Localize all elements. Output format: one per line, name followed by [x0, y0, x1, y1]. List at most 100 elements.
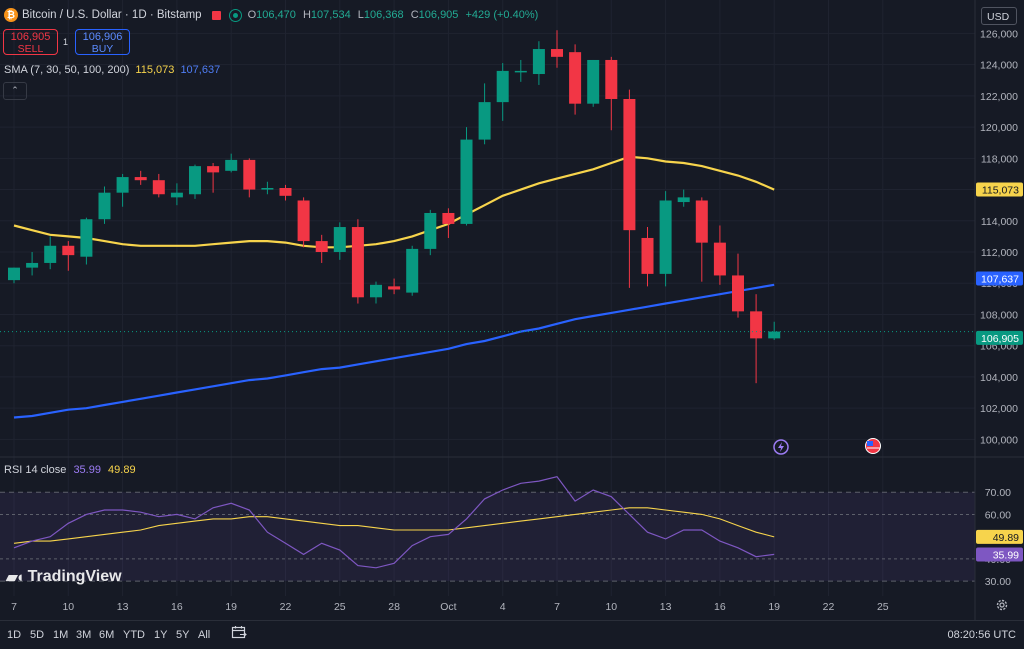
- candle: [713, 225, 726, 285]
- candle: [80, 217, 93, 265]
- rsi-ma-value: 49.89: [108, 464, 136, 476]
- sma-legend[interactable]: SMA (7, 30, 50, 100, 200) 115,073 107,63…: [4, 64, 220, 76]
- rsi-axis-label: 70.00: [985, 487, 1011, 499]
- candle: [315, 234, 328, 263]
- rsi-label: RSI 14 close: [4, 464, 67, 476]
- sell-label: SELL: [17, 43, 44, 55]
- candle-body: [243, 159, 256, 190]
- time-axis-label: 10: [62, 601, 74, 613]
- candle-body: [189, 166, 201, 195]
- candle-body: [460, 139, 473, 224]
- time-axis-label: 16: [714, 601, 726, 613]
- rsi-value: 35.99: [73, 464, 101, 476]
- candle: [333, 222, 346, 260]
- range-1d[interactable]: 1D: [7, 629, 22, 641]
- close-value: 106,905: [418, 9, 459, 21]
- price-axis-label: 102,000: [980, 403, 1018, 415]
- sma-fast-badge-bg: [976, 182, 1023, 197]
- time-axis-label: 25: [877, 601, 889, 613]
- low-value: 106,368: [363, 9, 404, 21]
- time-axis-label: 22: [823, 601, 835, 613]
- time-axis-label: 7: [554, 601, 560, 613]
- candle-body: [80, 219, 93, 257]
- candle: [261, 181, 274, 195]
- candle: [351, 219, 364, 304]
- candle: [207, 163, 220, 193]
- price-axis-label: 124,000: [980, 60, 1018, 72]
- rsi-axis-label: 60.00: [985, 509, 1011, 521]
- candle: [587, 59, 600, 107]
- candle: [641, 227, 654, 287]
- candle: [370, 281, 382, 304]
- bitcoin-icon: ₿: [4, 8, 18, 22]
- candle: [243, 158, 256, 198]
- sma-slow-line: [13, 283, 775, 419]
- calendar-goto-date-icon[interactable]: [231, 625, 247, 639]
- tradingview-logo[interactable]: ▰◖ TradingView: [6, 568, 122, 586]
- candle: [134, 170, 147, 185]
- price-axis-label: 120,000: [980, 122, 1018, 134]
- rsi-ma-line: [13, 507, 775, 544]
- range-1y[interactable]: 1Y: [154, 629, 168, 641]
- candle-body: [297, 200, 310, 242]
- buy-button[interactable]: 106,906 BUY: [75, 29, 130, 55]
- candle: [768, 321, 781, 340]
- bottom-toolbar: 1D 5D 1M 3M 6M YTD 1Y 5Y All 08:20:56 UT…: [0, 620, 1024, 649]
- range-5y[interactable]: 5Y: [176, 629, 190, 641]
- time-axis-label: 13: [660, 601, 672, 613]
- range-all[interactable]: All: [198, 629, 211, 641]
- candle-body: [406, 248, 419, 293]
- symbol-title[interactable]: Bitcoin / U.S. Dollar · 1D · Bitstamp: [22, 9, 202, 21]
- us-flag-event-icon: [865, 438, 881, 454]
- utc-clock[interactable]: 08:20:56 UTC: [947, 629, 1016, 641]
- candle: [532, 41, 545, 85]
- market-open-icon: [228, 8, 242, 22]
- candle-body: [315, 241, 328, 253]
- currency-selector[interactable]: USD: [981, 7, 1017, 25]
- candle-body: [351, 227, 364, 298]
- price-axis-label: 114,000: [981, 216, 1018, 228]
- range-ytd[interactable]: YTD: [123, 629, 145, 641]
- candle-body: [713, 242, 726, 276]
- candle-body: [279, 188, 292, 196]
- rsi-legend[interactable]: RSI 14 close 35.99 49.89: [4, 464, 136, 476]
- time-axis-label: 19: [768, 601, 780, 613]
- candle-body: [532, 49, 545, 75]
- range-5d[interactable]: 5D: [30, 629, 45, 641]
- range-1m[interactable]: 1M: [53, 629, 69, 641]
- range-3m[interactable]: 3M: [76, 629, 92, 641]
- sell-button[interactable]: 106,905 SELL: [3, 29, 58, 55]
- rsi-badge-bg: [976, 547, 1023, 562]
- candle: [623, 89, 636, 288]
- sell-price: 106,905: [10, 31, 51, 43]
- candle-body: [677, 197, 690, 203]
- candle: [297, 197, 310, 248]
- candle-body: [8, 267, 20, 281]
- candle-body: [514, 70, 527, 73]
- candle-body: [659, 200, 672, 274]
- candle-body: [26, 262, 39, 268]
- candle: [677, 189, 690, 207]
- candle: [659, 191, 672, 287]
- time-axis-label: 13: [117, 601, 129, 613]
- brand-name: TradingView: [27, 568, 122, 585]
- candle-body: [98, 192, 111, 220]
- sma-fast-badge: 115,073: [982, 185, 1019, 197]
- candle: [551, 30, 563, 68]
- time-axis-label: 4: [500, 601, 506, 613]
- chevron-up-icon: ⌃: [11, 85, 19, 95]
- candle: [514, 59, 527, 82]
- sma-label: SMA (7, 30, 50, 100, 200): [4, 64, 130, 76]
- collapse-legend-button[interactable]: ⌃: [3, 82, 27, 100]
- candle-body: [750, 311, 763, 339]
- time-axis-label: 25: [334, 601, 346, 613]
- candle-body: [442, 212, 455, 224]
- candle-body: [225, 159, 238, 171]
- candle-body: [732, 275, 744, 312]
- candle-body: [134, 177, 147, 181]
- settings-gear-icon[interactable]: [995, 598, 1009, 612]
- candle: [225, 153, 238, 173]
- range-6m[interactable]: 6M: [99, 629, 115, 641]
- candle: [116, 173, 129, 207]
